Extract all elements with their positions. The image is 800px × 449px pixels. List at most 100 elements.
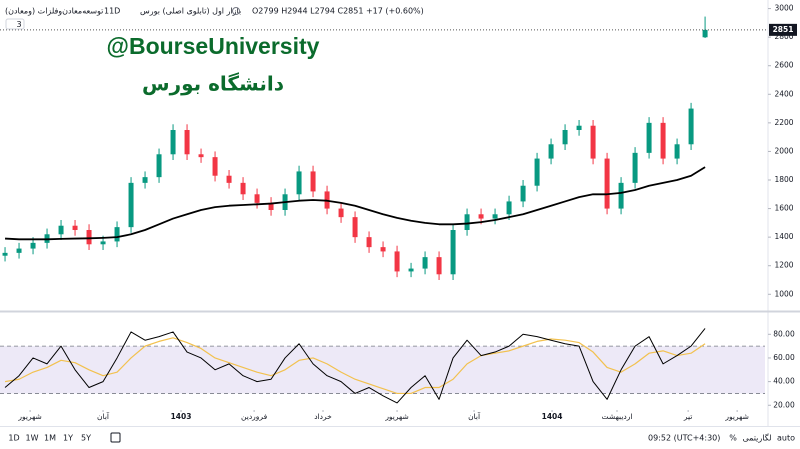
series-line <box>4 328 706 404</box>
x-tick-label: 1403 <box>171 412 192 421</box>
status-icon <box>232 7 240 15</box>
candle-body <box>688 108 694 145</box>
watermark-handle: @BourseUniversity <box>107 33 320 59</box>
candle-body <box>660 122 666 159</box>
candle-body <box>394 251 400 272</box>
last-price-box <box>769 23 797 36</box>
candle-body <box>352 217 358 238</box>
candle-body <box>30 242 36 249</box>
candle-body <box>254 194 260 203</box>
candle-body <box>702 29 708 38</box>
candle-body <box>86 230 92 245</box>
candle-body <box>226 175 232 183</box>
candle-body <box>478 214 484 219</box>
clock: 09:52 (UTC+4:30) <box>648 434 720 443</box>
candle-body <box>16 248 22 253</box>
last-price-label: 2851 <box>773 25 794 34</box>
series-line <box>4 337 706 395</box>
range-button[interactable]: 1Y <box>63 434 73 443</box>
range-buttons: 1D 1W 1M 1Y 5Y <box>8 434 91 443</box>
candle-body <box>590 125 596 159</box>
range-button[interactable]: 5Y <box>81 434 91 443</box>
candle-body <box>114 227 120 242</box>
x-tick-label: آبان <box>468 411 481 421</box>
candle-body <box>72 225 78 230</box>
range-button[interactable]: 1M <box>44 434 56 443</box>
y-tick-label: 2000 <box>774 146 793 155</box>
candle-body <box>646 122 652 153</box>
candle-body <box>198 154 204 158</box>
watermark-name: دانشگاه بورس <box>142 72 284 96</box>
candle-body <box>338 208 344 218</box>
candle-body <box>604 158 610 209</box>
candle-body <box>2 252 8 256</box>
candle-body <box>366 237 372 248</box>
interval: 11D <box>104 7 120 16</box>
x-tick-label: 1404 <box>542 412 563 421</box>
candle-body <box>240 182 246 195</box>
candle-body <box>436 257 442 275</box>
y-tick-label: 3000 <box>774 4 793 13</box>
x-tick-label: خرداد <box>314 412 332 421</box>
candle-body <box>548 144 554 159</box>
candle-body <box>58 225 64 235</box>
range-button[interactable]: 1W <box>26 434 39 443</box>
log-toggle[interactable]: لگاریتمی <box>742 433 771 443</box>
symbol: توسعه‌معادن‌وفلزات (ومعادن) <box>5 7 103 16</box>
candle-body <box>618 182 624 209</box>
y-tick-label: 20.00 <box>773 400 795 409</box>
y-tick-label: 1400 <box>774 232 793 241</box>
rsi-band <box>0 346 765 394</box>
candle-body <box>520 185 526 202</box>
candle-body <box>170 130 176 155</box>
candle-body <box>184 130 190 155</box>
y-tick-label: 1800 <box>774 175 793 184</box>
candle-body <box>100 241 106 245</box>
ohlc: O2799 H2944 L2794 C2851 +17 (+0.60%) <box>252 7 424 16</box>
y-tick-label: 1600 <box>774 204 793 213</box>
x-tick-label: شهریور <box>724 412 748 421</box>
x-tick-label: شهریور <box>384 412 408 421</box>
candle-body <box>408 268 414 272</box>
y-tick-label: 60.00 <box>773 353 795 362</box>
y-tick-label: 40.00 <box>773 377 795 386</box>
range-button[interactable]: 1D <box>8 434 19 443</box>
auto-toggle[interactable]: auto <box>777 434 795 443</box>
candle-body <box>380 247 386 252</box>
x-tick-label: تیر <box>683 412 693 421</box>
candle-body <box>464 214 470 230</box>
market: بازار اول (تابلوی اصلی) بورس <box>140 7 241 16</box>
candle-body <box>450 230 456 275</box>
date-range-icon[interactable] <box>110 432 121 443</box>
x-tick-label: شهریور <box>17 412 41 421</box>
y-tick-label: 2600 <box>774 61 793 70</box>
candle-body <box>674 144 680 159</box>
candle-body <box>142 177 148 183</box>
x-tick-label: آبان <box>97 411 110 421</box>
y-tick-label: 1000 <box>774 289 793 298</box>
indicator-count[interactable]: 3 <box>16 20 21 29</box>
series-line <box>4 166 706 241</box>
candle-body <box>576 125 582 130</box>
candle-body <box>268 202 274 210</box>
candle-body <box>212 157 218 176</box>
candle-body <box>128 182 134 228</box>
candle-body <box>562 130 568 145</box>
plot: 2851 1000 1200 1400 1600 1800 2000 2200 2400 2600… <box>0 4 797 421</box>
candle-body <box>296 171 302 195</box>
candle-body <box>310 171 316 192</box>
candle-body <box>492 214 498 219</box>
x-tick-label: فروردین <box>241 412 268 421</box>
candle-body <box>506 201 512 215</box>
candle-body <box>422 257 428 269</box>
candle-body <box>156 154 162 178</box>
percent-toggle[interactable]: % <box>729 434 737 443</box>
y-tick-label: 2200 <box>774 118 793 127</box>
candle-body <box>534 158 540 186</box>
x-tick-label: اردیبهشت <box>602 412 633 421</box>
indicator-toggle[interactable] <box>5 18 25 30</box>
y-tick-label: 2800 <box>774 32 793 41</box>
y-tick-label: 1200 <box>774 261 793 270</box>
y-tick-label: 2400 <box>774 89 793 98</box>
